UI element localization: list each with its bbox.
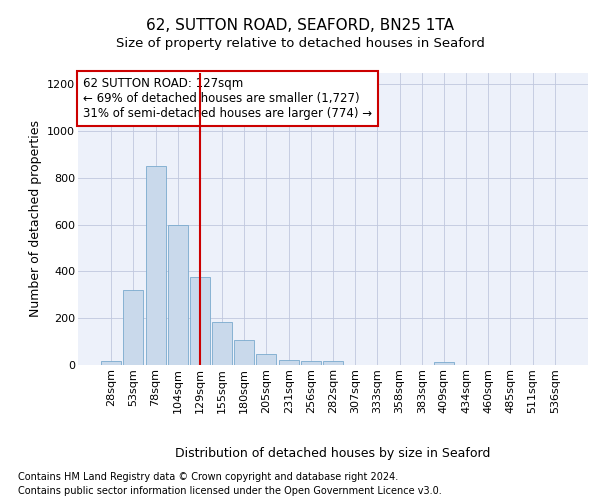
Bar [168,224,188,365]
Bar [256,354,277,365]
Bar [278,360,299,365]
Bar [323,361,343,365]
Bar [434,362,454,365]
Text: 62, SUTTON ROAD, SEAFORD, BN25 1TA: 62, SUTTON ROAD, SEAFORD, BN25 1TA [146,18,454,32]
Text: 62 SUTTON ROAD: 127sqm
← 69% of detached houses are smaller (1,727)
31% of semi-: 62 SUTTON ROAD: 127sqm ← 69% of detached… [83,77,372,120]
Y-axis label: Number of detached properties: Number of detached properties [29,120,41,318]
Bar [212,322,232,365]
Bar [190,277,210,365]
Text: Contains public sector information licensed under the Open Government Licence v3: Contains public sector information licen… [18,486,442,496]
Bar [234,340,254,365]
Bar [301,361,321,365]
Text: Size of property relative to detached houses in Seaford: Size of property relative to detached ho… [116,38,484,51]
Text: Contains HM Land Registry data © Crown copyright and database right 2024.: Contains HM Land Registry data © Crown c… [18,472,398,482]
Bar [101,362,121,365]
Bar [124,290,143,365]
Bar [146,166,166,365]
Text: Distribution of detached houses by size in Seaford: Distribution of detached houses by size … [175,448,491,460]
